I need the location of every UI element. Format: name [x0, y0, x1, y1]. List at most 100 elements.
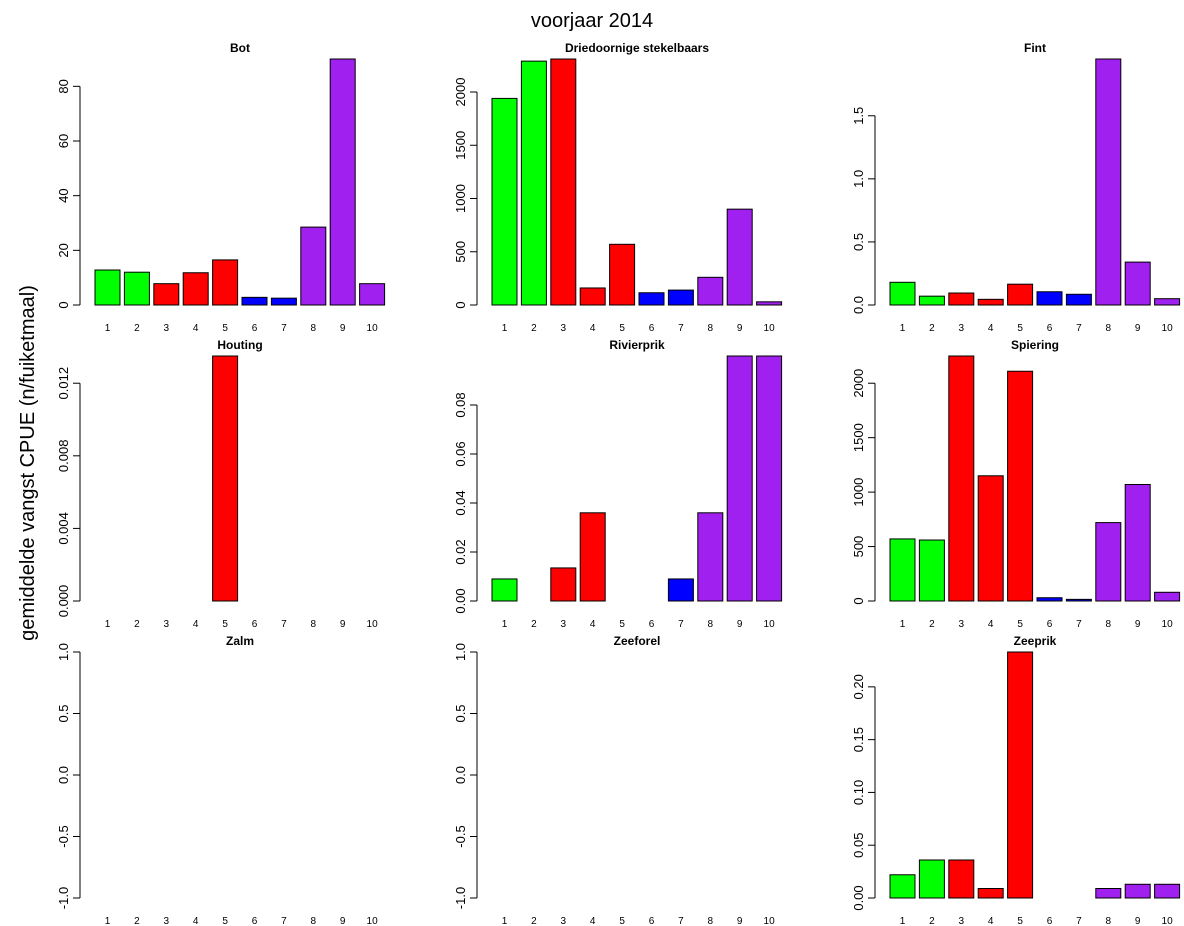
category-label: 4: [193, 619, 199, 630]
bar-6: [1036, 597, 1063, 602]
bar-8: [1095, 58, 1122, 306]
y-tick-label: 500: [851, 536, 866, 558]
bar-10: [756, 355, 783, 602]
category-label: 8: [1106, 323, 1112, 334]
y-tick-label: 0.5: [453, 704, 468, 722]
y-tick-label: 0.02: [453, 539, 468, 564]
panel-title: Driedoornige stekelbaars: [565, 41, 709, 55]
category-label: 5: [619, 916, 625, 926]
bar-7: [270, 297, 297, 306]
category-label: 9: [737, 323, 743, 334]
y-tick-label: 0: [56, 301, 71, 308]
category-label: 4: [590, 323, 596, 334]
panel-fint: Fint 0.0 0.5 1.0 1.5 1 2 3 4 5 6 7 8 9 10: [851, 41, 1181, 334]
category-label: 8: [708, 619, 714, 630]
category-label: 6: [649, 323, 655, 334]
panel-rivierprik: Rivierprik 0.00 0.02 0.04 0.06 0.08 1 2 3 4 5 6 7 8 9 1…: [453, 338, 783, 630]
category-label: 4: [988, 619, 994, 630]
bar-3: [948, 292, 975, 306]
y-tick-label: 0.04: [453, 490, 468, 515]
category-label: 4: [193, 323, 199, 334]
y-tick-label: 80: [56, 79, 71, 93]
y-tick-label: 0.06: [453, 441, 468, 466]
y-tick-label: -0.5: [453, 825, 468, 847]
category-label: 6: [649, 619, 655, 630]
category-label: 6: [1047, 619, 1053, 630]
category-label: 5: [222, 916, 228, 926]
category-label: 3: [561, 323, 567, 334]
category-label: 10: [367, 323, 379, 334]
category-label: 1: [900, 619, 906, 630]
category-label: 3: [164, 619, 170, 630]
y-tick-label: 0.0: [453, 766, 468, 784]
category-label: 4: [590, 619, 596, 630]
category-label: 1: [105, 619, 111, 630]
y-tick-label: 2000: [851, 369, 866, 398]
category-label: 2: [134, 916, 140, 926]
y-tick-label: 0.0: [56, 766, 71, 784]
category-label: 7: [1076, 916, 1082, 926]
bar-10: [756, 301, 783, 306]
category-label: 9: [340, 619, 346, 630]
bar-10: [1154, 883, 1181, 899]
panel-title: Rivierprik: [609, 338, 665, 352]
category-label: 1: [105, 916, 111, 926]
bar-3: [948, 859, 975, 899]
y-tick-label: 60: [56, 134, 71, 148]
y-tick-label: 0.10: [851, 780, 866, 805]
category-label: 1: [900, 323, 906, 334]
bar-8: [300, 226, 327, 306]
category-label: 9: [737, 619, 743, 630]
category-label: 8: [1106, 619, 1112, 630]
category-label: 8: [311, 323, 317, 334]
category-label: 6: [252, 916, 258, 926]
bar-10: [1154, 591, 1181, 602]
category-label: 10: [764, 619, 776, 630]
panel-title: Bot: [230, 41, 250, 55]
bar-8: [697, 512, 724, 602]
bar-1: [889, 281, 916, 306]
y-tick-label: 1000: [453, 184, 468, 213]
bar-5: [212, 259, 239, 306]
panel-title: Zeeforel: [614, 634, 661, 648]
category-label: 9: [340, 916, 346, 926]
panel-bot: Bot 0 20 40 60 80 1 2 3 4 5 6 7 8 9 10: [56, 41, 386, 334]
y-tick-label: 0.08: [453, 392, 468, 417]
y-tick-label: 0.00: [851, 885, 866, 910]
category-label: 7: [1076, 619, 1082, 630]
category-label: 5: [619, 619, 625, 630]
category-label: 3: [959, 619, 965, 630]
bar-7: [1065, 293, 1092, 306]
category-label: 6: [649, 916, 655, 926]
bar-4: [182, 272, 209, 306]
bar-6: [1036, 291, 1063, 306]
category-label: 10: [1162, 916, 1174, 926]
panel-title: Spiering: [1011, 338, 1059, 352]
category-label: 10: [764, 323, 776, 334]
panel-zalm: Zalm -1.0 -0.5 0.0 0.5 1.0 1 2 3 4 5 6 7 8 9 10: [56, 634, 378, 926]
bar-9: [1124, 883, 1151, 899]
category-label: 8: [708, 323, 714, 334]
y-tick-label: 0.15: [851, 727, 866, 752]
panel-driedoornige-stekelbaars: Driedoornige stekelbaars 0 500 1000 1500 2000…: [453, 41, 783, 334]
bar-9: [1124, 261, 1151, 306]
bar-2: [918, 859, 945, 899]
category-label: 6: [252, 619, 258, 630]
y-tick-label: 1000: [851, 478, 866, 507]
category-label: 3: [959, 916, 965, 926]
y-tick-label: 0.5: [851, 233, 866, 251]
shared-y-axis-label: gemiddelde vangst CPUE (n/fuiketmaal): [17, 285, 39, 641]
category-label: 7: [678, 323, 684, 334]
bar-5: [212, 355, 239, 602]
category-label: 9: [737, 916, 743, 926]
category-label: 7: [678, 619, 684, 630]
y-tick-label: 0: [851, 597, 866, 604]
category-label: 9: [340, 323, 346, 334]
bar-5: [1007, 283, 1034, 306]
category-label: 1: [502, 619, 508, 630]
figure-title: voorjaar 2014: [531, 10, 653, 32]
bar-7: [1065, 598, 1092, 602]
bar-4: [977, 298, 1004, 306]
category-label: 2: [929, 916, 935, 926]
